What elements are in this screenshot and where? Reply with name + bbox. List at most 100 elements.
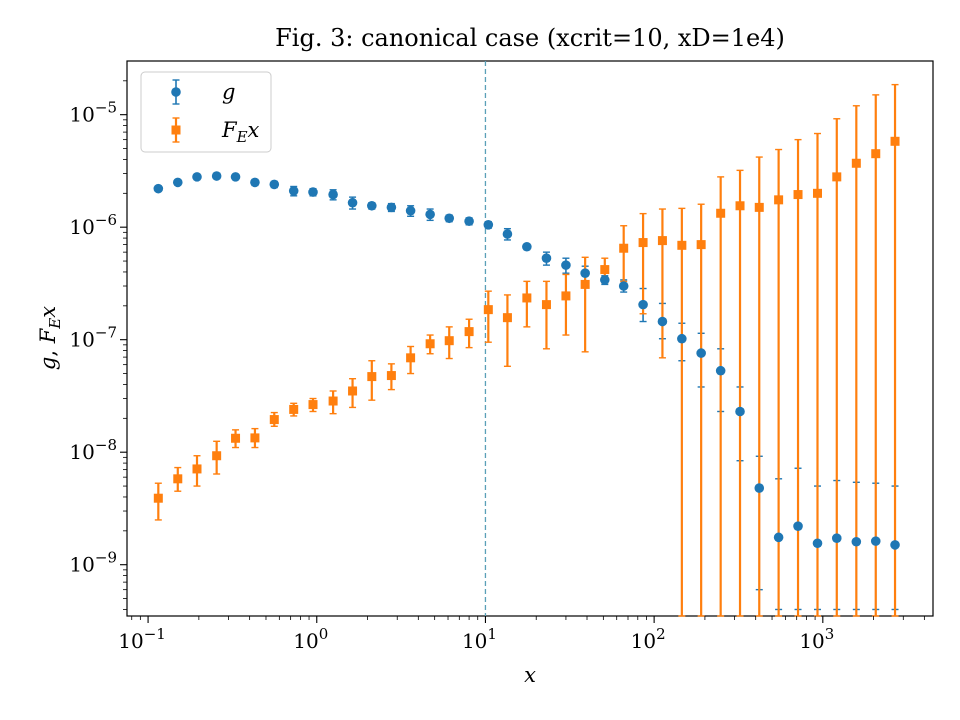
point-g [754, 483, 765, 493]
x-tick-label: 103 [799, 625, 834, 653]
legend-label-g: g [222, 80, 235, 104]
point-fex [754, 202, 764, 212]
point-fex [192, 464, 202, 474]
y-axis-label-subscript: E [46, 318, 64, 330]
point-g [735, 406, 745, 417]
point-g [561, 260, 571, 270]
y-axis-label-x: x [36, 306, 60, 318]
point-g [230, 172, 241, 182]
point-g [638, 299, 648, 310]
point-fex [677, 240, 687, 250]
x-tick-label: 10−1 [118, 625, 166, 653]
y-tick-label: 10−8 [69, 436, 117, 464]
legend-marker-fex [171, 125, 181, 135]
point-g [405, 205, 416, 216]
point-g [172, 177, 183, 188]
point-fex [212, 451, 222, 461]
point-g [541, 253, 552, 264]
x-tick-label: 100 [293, 625, 328, 653]
point-fex [851, 158, 861, 168]
point-g [773, 532, 784, 543]
point-g [347, 197, 358, 208]
point-fex [173, 474, 183, 484]
point-fex [812, 188, 822, 198]
point-fex [250, 433, 260, 443]
x-axis-label: x [524, 663, 536, 687]
point-g [522, 241, 532, 252]
point-fex [367, 372, 377, 382]
point-g [192, 172, 202, 182]
point-g [269, 179, 280, 190]
legend-marker-g [171, 87, 181, 97]
point-g [677, 333, 687, 344]
x-tick-label: 102 [631, 625, 666, 653]
point-fex [832, 172, 842, 182]
point-fex [328, 396, 338, 406]
axis-ticks [120, 80, 925, 623]
point-g [890, 540, 900, 550]
point-fex [289, 404, 299, 414]
point-g [425, 209, 435, 220]
point-fex [890, 136, 900, 146]
y-axis-label-g: g [36, 357, 60, 370]
plot-area [120, 60, 934, 623]
point-g [250, 177, 260, 188]
y-tick-label: 10−7 [69, 324, 117, 352]
point-fex [871, 149, 881, 159]
point-fex [541, 300, 551, 310]
point-g [502, 229, 513, 239]
x-tick-label: 101 [462, 625, 497, 653]
point-g [580, 268, 590, 278]
point-g [386, 202, 397, 213]
point-fex [502, 313, 512, 323]
point-fex [657, 236, 667, 246]
data-markers [153, 136, 900, 550]
chart-title: Fig. 3: canonical case (xcrit=10, xD=1e4… [275, 24, 785, 52]
point-g [308, 187, 318, 197]
point-fex [231, 433, 241, 443]
point-g [696, 348, 706, 358]
point-g [715, 365, 726, 376]
point-fex [735, 201, 745, 211]
point-g [464, 216, 474, 227]
point-g [851, 536, 862, 547]
y-axis-label-group: g, FEx [36, 306, 64, 370]
point-g [328, 189, 338, 200]
y-tick-labels: 10−9 10−8 10−7 10−6 10−5 [69, 99, 117, 577]
point-fex [483, 305, 493, 315]
point-fex [580, 279, 590, 289]
point-fex [716, 208, 726, 218]
point-g [618, 281, 629, 291]
y-axis-label: g, FEx [36, 306, 64, 370]
point-g [657, 316, 668, 327]
point-fex [619, 243, 629, 253]
point-fex [444, 336, 454, 346]
y-tick-label: 10−9 [69, 549, 117, 577]
legend: g FEx [140, 71, 272, 153]
point-fex [600, 265, 610, 275]
plot-frame [126, 60, 934, 617]
point-g [367, 200, 377, 211]
error-bars [154, 83, 899, 617]
point-g [288, 186, 299, 196]
y-tick-label: 10−5 [69, 99, 117, 127]
legend-label-fex: FEx [221, 118, 260, 146]
x-tick-labels: 10−1 100 101 102 103 [118, 625, 834, 653]
point-fex [638, 238, 648, 248]
point-fex [348, 386, 358, 396]
point-fex [793, 190, 803, 200]
y-tick-label: 10−6 [69, 211, 117, 239]
point-g [812, 538, 823, 549]
point-fex [269, 415, 279, 425]
y-axis-label-F: F [36, 327, 60, 344]
point-fex [425, 339, 435, 349]
y-axis-label-separator: , [36, 343, 60, 356]
point-g [600, 275, 610, 285]
point-fex [406, 353, 416, 363]
point-fex [464, 327, 474, 337]
point-g [483, 220, 494, 230]
point-g [793, 521, 803, 531]
point-fex [561, 291, 571, 301]
point-fex [774, 195, 784, 205]
